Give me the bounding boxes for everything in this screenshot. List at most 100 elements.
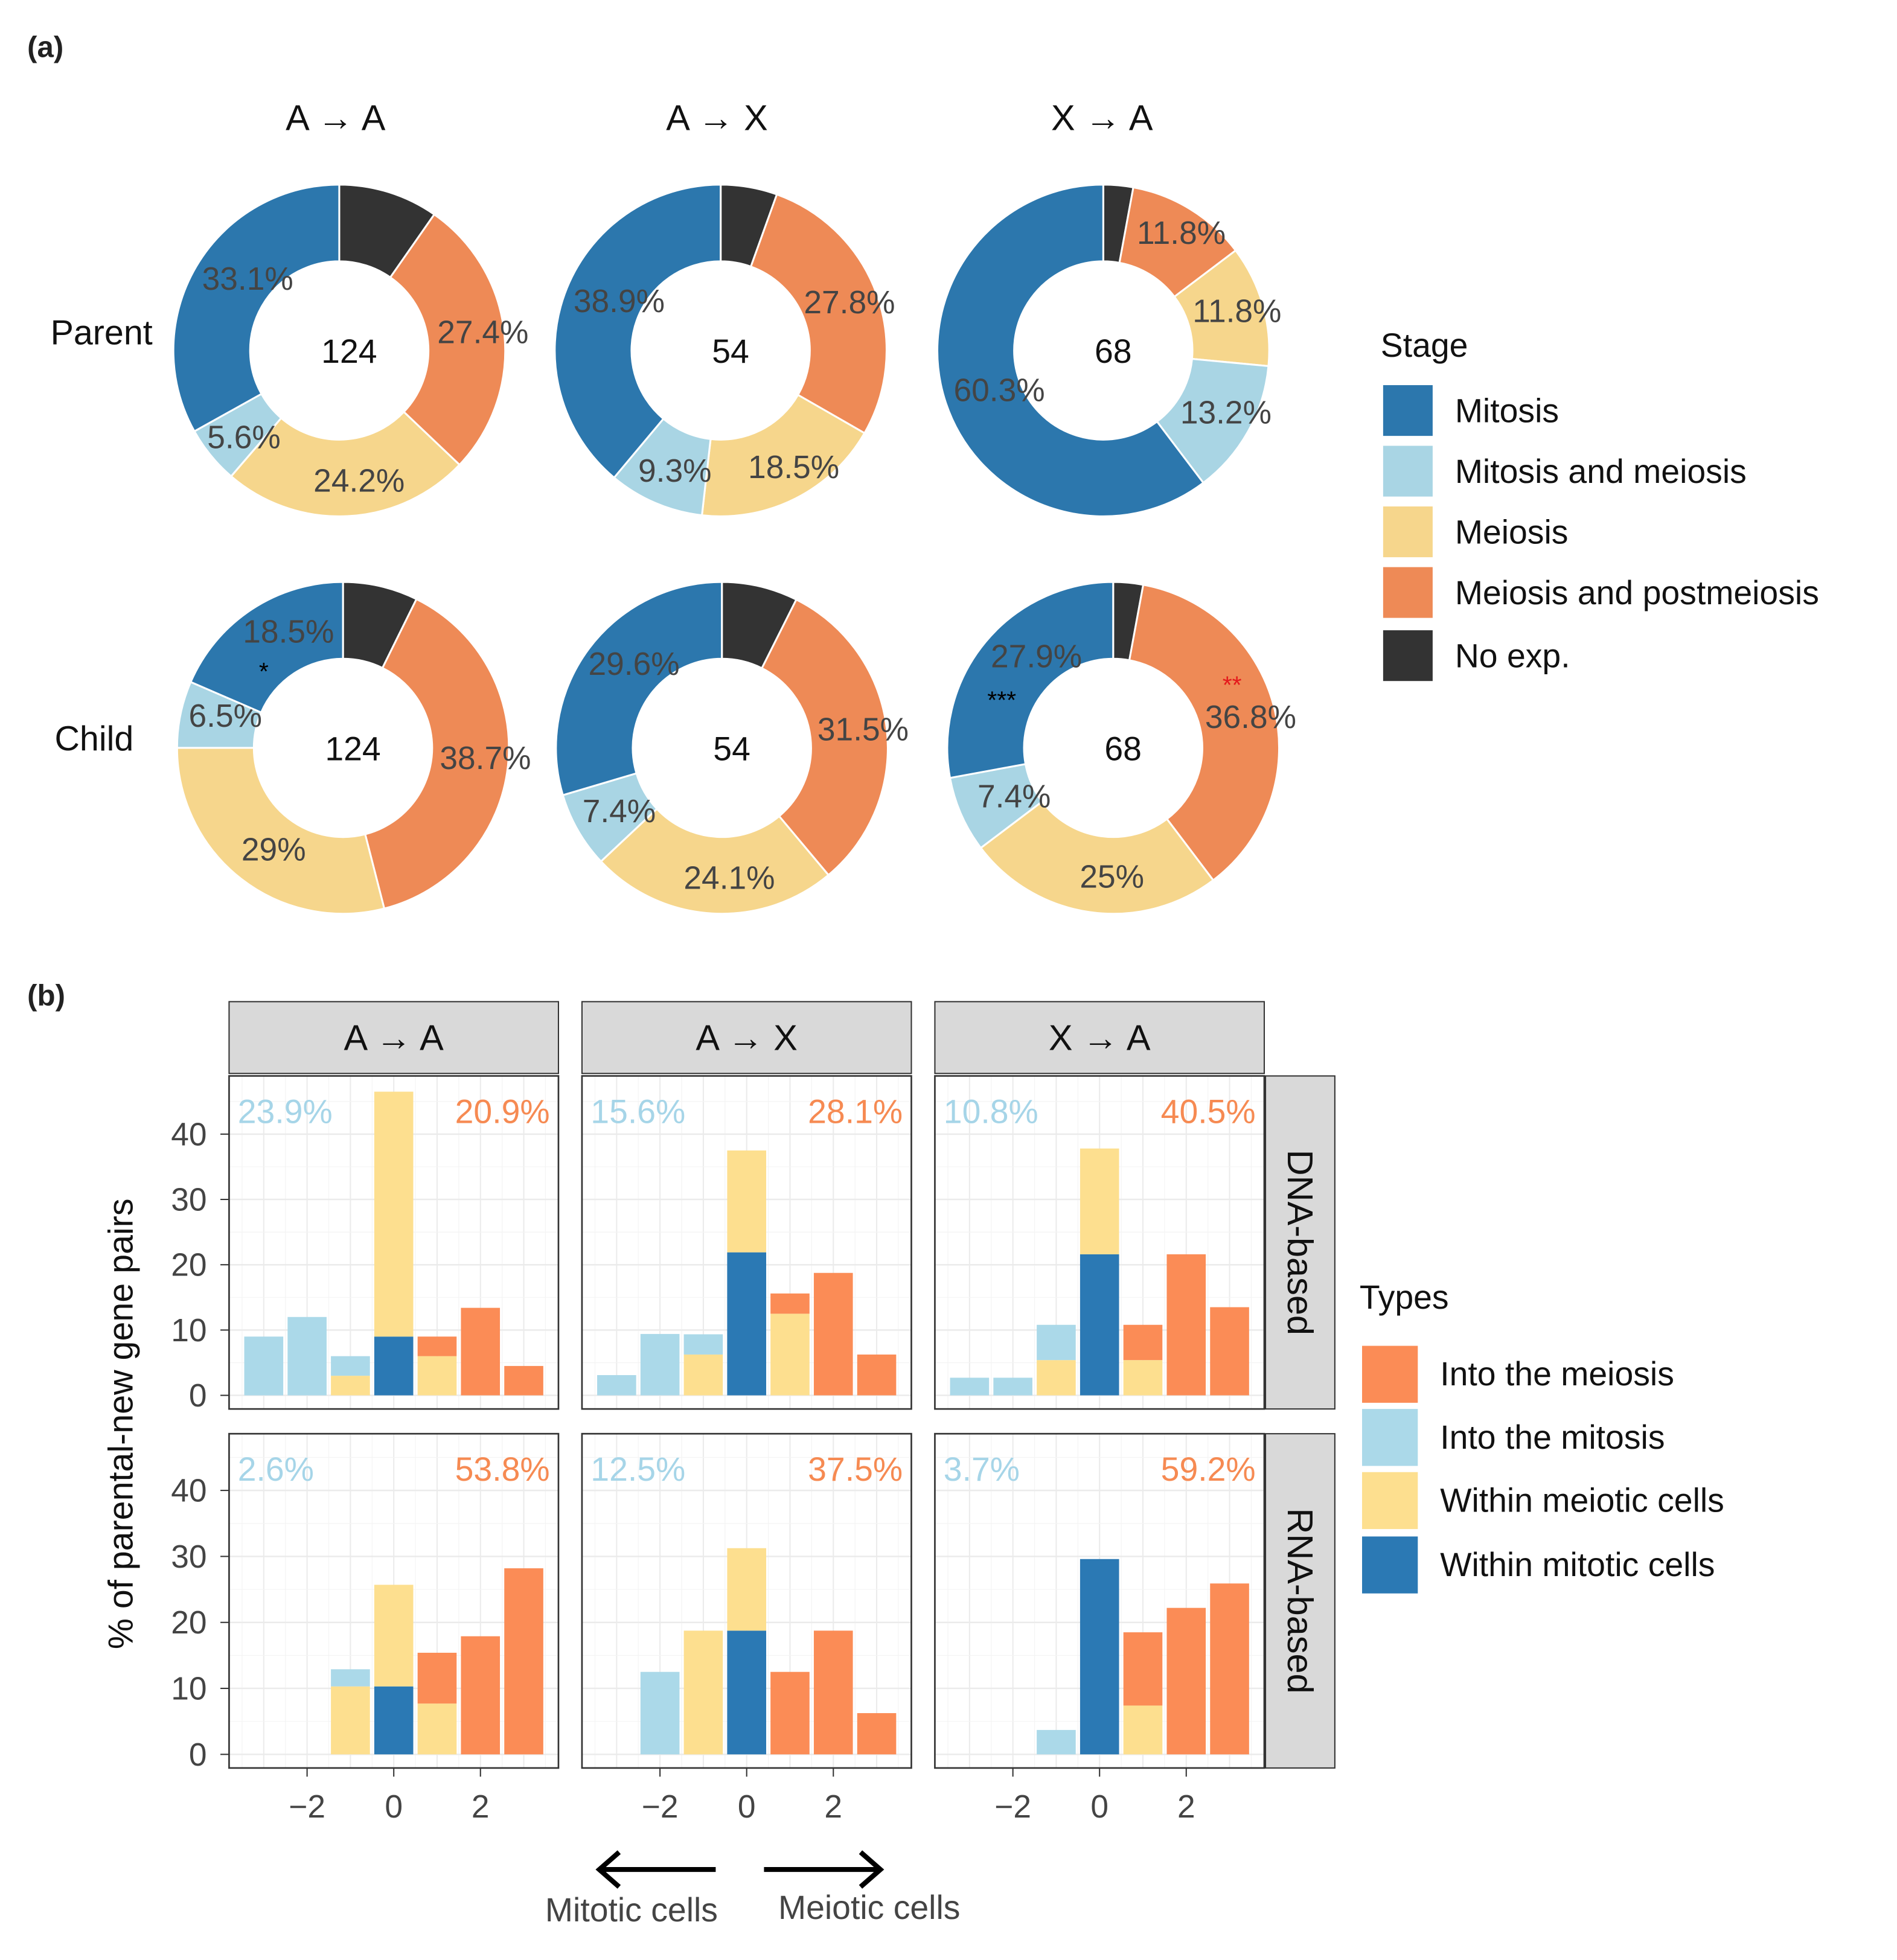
legend-label: Mitosis: [1455, 392, 1559, 430]
into-meiosis-percent: 28.1%: [808, 1093, 903, 1130]
donut-total: 68: [1104, 730, 1142, 767]
bar-within-mitotic-cells: [374, 1686, 414, 1755]
bar-into-the-meiosis: [1123, 1324, 1163, 1361]
slice-label: 29%: [242, 832, 306, 868]
slice-label: 27.9%: [991, 639, 1082, 675]
legend-label: Into the mitosis: [1440, 1419, 1665, 1456]
slice-label: 24.1%: [683, 861, 775, 896]
bar-into-the-meiosis: [770, 1293, 810, 1314]
bar-into-the-mitosis: [244, 1336, 284, 1396]
donut-slice-meiosis: [229, 410, 461, 517]
bar-into-the-meiosis: [857, 1354, 897, 1396]
bar-into-the-mitosis: [683, 1334, 723, 1355]
x-tick-label: 2: [824, 1789, 842, 1825]
y-tick-label: 20: [171, 1605, 206, 1641]
panel-label-a: (a): [27, 31, 63, 64]
donut-child-0: 38.7%29%6.5%18.5%124*: [176, 581, 531, 915]
bar-within-meiotic-cells: [331, 1686, 370, 1755]
column-title: A → A: [286, 98, 386, 138]
y-tick-label: 0: [189, 1737, 207, 1773]
significance-stars: ***: [987, 686, 1016, 713]
donut-slice-meiosis: [979, 800, 1215, 915]
legend-key: [1383, 385, 1433, 436]
slice-label: 33.1%: [202, 261, 293, 297]
into-mitosis-percent: 3.7%: [944, 1451, 1020, 1488]
slice-label: 38.9%: [574, 284, 665, 319]
donut-total: 54: [712, 333, 749, 370]
bar-within-mitotic-cells: [727, 1630, 767, 1755]
facet-strip-row: [1265, 1075, 1336, 1410]
legend-label: Within meiotic cells: [1440, 1481, 1724, 1519]
bar-into-the-mitosis: [1037, 1324, 1076, 1361]
bar-within-mitotic-cells: [1080, 1254, 1119, 1396]
legend-label: Meiosis and postmeiosis: [1455, 574, 1819, 611]
panel-label-b: (b): [27, 979, 65, 1012]
bar-into-the-meiosis: [417, 1653, 457, 1704]
row-label: Child: [54, 720, 133, 758]
left-arrow-icon: [595, 1850, 716, 1889]
bar-into-the-meiosis: [813, 1272, 853, 1396]
bar-within-meiotic-cells: [1037, 1360, 1076, 1396]
slice-label: 38.7%: [440, 741, 531, 776]
y-tick-label: 30: [171, 1182, 206, 1218]
into-meiosis-percent: 53.8%: [455, 1451, 550, 1488]
into-meiosis-percent: 37.5%: [808, 1451, 903, 1488]
facet-strip-column: [934, 1001, 1265, 1074]
bar-into-the-mitosis: [597, 1375, 636, 1396]
into-meiosis-percent: 40.5%: [1161, 1093, 1256, 1130]
bar-into-the-mitosis: [331, 1356, 370, 1376]
y-tick-label: 10: [171, 1671, 206, 1706]
legend-key: [1362, 1409, 1418, 1466]
slice-label: 5.6%: [207, 420, 281, 456]
slice-label: 18.5%: [243, 614, 334, 650]
donut-parent-0: 27.4% 24.2% 5.6% 33.1% 124: [172, 184, 528, 517]
row-label: Parent: [51, 313, 153, 352]
donut-child-2: 36.8%25%7.4%27.9%68*****: [946, 581, 1296, 915]
bar-within-mitotic-cells: [1080, 1559, 1119, 1755]
slice-label: 18.5%: [748, 450, 839, 485]
slice-label: 60.3%: [954, 373, 1045, 409]
right-arrow-icon: [764, 1850, 885, 1889]
facet-strip-column: [228, 1001, 559, 1074]
donut-slice-meiosis: [700, 394, 866, 517]
facet-strip-row: [1265, 1433, 1336, 1769]
y-tick-label: 0: [189, 1378, 207, 1414]
bar-into-the-meiosis: [813, 1630, 853, 1755]
x-tick-label: −2: [642, 1789, 679, 1825]
bar-into-the-meiosis: [1166, 1607, 1206, 1755]
donut-slice-meiosis-and-postmeiosis: [363, 598, 510, 910]
legend-label: Within mitotic cells: [1440, 1546, 1715, 1583]
donut-child-1: 31.5% 24.1% 7.4% 29.6% 54: [555, 581, 909, 915]
legend-label: Mitosis and meiosis: [1455, 453, 1747, 490]
slice-label: 27.8%: [804, 285, 895, 321]
legend-label: No exp.: [1455, 637, 1570, 675]
x-tick-label: 0: [738, 1789, 756, 1825]
bar-within-meiotic-cells: [331, 1376, 370, 1396]
bar-into-the-meiosis: [770, 1671, 810, 1755]
donut-slice-meiosis-and-postmeiosis: [1128, 583, 1281, 882]
column-title: A → X: [666, 98, 768, 138]
donut-slice-mitosis: [555, 581, 723, 797]
facet-strip-label: A → X: [696, 1017, 798, 1058]
donut-slice-meiosis-and-postmeiosis: [389, 213, 507, 467]
significance-stars: *: [259, 657, 269, 685]
slice-label: 13.2%: [1180, 395, 1272, 431]
bar-panel: 12.5% 37.5%: [581, 1432, 912, 1769]
slice-label: 7.4%: [977, 779, 1051, 814]
donut-slice-meiosis: [176, 747, 386, 915]
y-tick-label: 40: [171, 1473, 206, 1509]
legend-label: Into the meiosis: [1440, 1355, 1674, 1393]
column-title: X → A: [1051, 98, 1153, 138]
donut-slice-mitosis: [172, 184, 341, 433]
bar-into-the-meiosis: [461, 1307, 501, 1396]
slice-label: 7.4%: [583, 794, 656, 829]
bar-within-meiotic-cells: [1123, 1705, 1163, 1755]
facet-strip-label: DNA-based: [1280, 1150, 1320, 1335]
slice-label: 29.6%: [588, 646, 679, 682]
slice-label: 11.8%: [1137, 215, 1226, 251]
donut-slice-mitosis: [936, 184, 1205, 517]
donut-parent-2: 11.8% 11.8% 13.2% 60.3% 68: [936, 184, 1281, 517]
donut-slice-mitosis: [189, 581, 344, 714]
legend-label: Meiosis: [1455, 514, 1569, 551]
